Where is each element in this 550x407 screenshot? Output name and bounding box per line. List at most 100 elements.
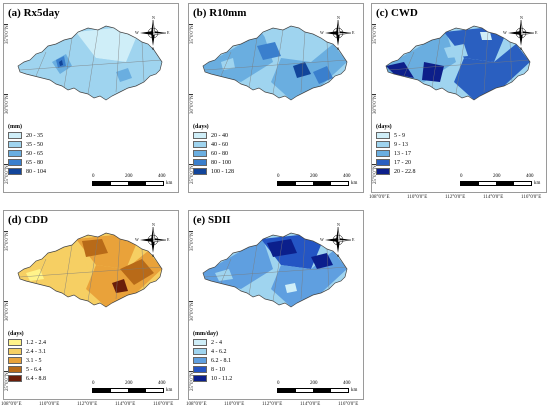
legend-item: 2.4 - 3.1 bbox=[8, 347, 46, 356]
compass-e-label: E bbox=[352, 30, 355, 35]
legend-swatch bbox=[376, 132, 390, 139]
longitude-label: 112°0'0"E bbox=[445, 195, 466, 200]
province-map bbox=[17, 25, 163, 101]
scale-bar: 0 200 400 km bbox=[277, 174, 357, 186]
scale-bar: 0 200 400 km bbox=[92, 174, 172, 186]
longitude-label: 114°0'0"E bbox=[483, 195, 504, 200]
scale-label: 0 bbox=[460, 174, 463, 179]
panel-r10mm: (b) R10mm N S E W (days) 20 - 40 40 - 60 60 - 8… bbox=[188, 3, 364, 193]
map-legend: (mm/day) 2 - 4 4 - 6.2 6.2 - 8.1 8 - 10 10 - … bbox=[193, 331, 232, 383]
legend-swatch bbox=[193, 150, 207, 157]
province-outline bbox=[17, 232, 163, 308]
north-arrow-icon: N S E W bbox=[320, 15, 355, 51]
legend-item: 35 - 50 bbox=[8, 140, 46, 149]
legend-label: 100 - 128 bbox=[211, 168, 234, 175]
scale-label: 200 bbox=[125, 174, 133, 179]
scale-label: 200 bbox=[493, 174, 501, 179]
legend-item: 65 - 80 bbox=[8, 158, 46, 167]
compass-w-label: W bbox=[320, 237, 324, 242]
legend-label: 13 - 17 bbox=[394, 150, 411, 157]
legend-item: 80 - 104 bbox=[8, 167, 46, 176]
map-region bbox=[76, 28, 136, 62]
north-arrow-icon: N S E W bbox=[135, 222, 170, 258]
latitude-label: 35°0'0"N bbox=[373, 25, 378, 44]
compass-s-label: S bbox=[520, 46, 523, 51]
scale-unit: km bbox=[351, 181, 358, 186]
north-arrow-icon: N S E W bbox=[135, 15, 170, 51]
map-region bbox=[203, 32, 273, 82]
compass-e-label: E bbox=[167, 30, 170, 35]
legend-swatch bbox=[8, 159, 22, 166]
legend-label: 35 - 50 bbox=[26, 141, 43, 148]
longitude-label: 110°0'0"E bbox=[407, 195, 428, 200]
compass-w-label: W bbox=[135, 237, 139, 242]
legend-label: 60 - 80 bbox=[211, 150, 228, 157]
legend-item: 9 - 13 bbox=[376, 140, 416, 149]
compass-e-label: E bbox=[167, 237, 170, 242]
legend-unit: (days) bbox=[193, 124, 209, 130]
compass-w-label: W bbox=[320, 30, 324, 35]
legend-swatch bbox=[376, 168, 390, 175]
legend-unit: (days) bbox=[376, 124, 392, 130]
longitude-label: 116°0'0"E bbox=[521, 195, 542, 200]
scale-label: 200 bbox=[125, 381, 133, 386]
longitude-label: 108°0'0"E bbox=[369, 195, 390, 200]
panel-title: (b) R10mm bbox=[193, 7, 247, 19]
scale-label: 0 bbox=[277, 174, 280, 179]
legend-label: 80 - 100 bbox=[211, 159, 231, 166]
longitude-label: 110°0'0"E bbox=[224, 402, 245, 407]
legend-label: 20 - 35 bbox=[26, 132, 43, 139]
legend-label: 20 - 40 bbox=[211, 132, 228, 139]
province-map bbox=[17, 232, 163, 308]
legend-item: 2 - 4 bbox=[193, 338, 232, 347]
compass-s-label: S bbox=[152, 253, 155, 258]
compass-n-label: N bbox=[520, 15, 523, 20]
latitude-label: 30°0'0"N bbox=[190, 95, 195, 114]
map-region bbox=[221, 58, 235, 70]
legend-swatch bbox=[193, 339, 207, 346]
panel-rx5day: (a) Rx5day N S E W (mm) 20 - 35 35 - 50 50 - 65… bbox=[3, 3, 179, 193]
longitude-label: 114°0'0"E bbox=[115, 402, 136, 407]
legend-swatch bbox=[8, 141, 22, 148]
legend-label: 5 - 6.4 bbox=[26, 366, 42, 373]
legend-swatch bbox=[193, 159, 207, 166]
map-region bbox=[313, 66, 333, 84]
legend-label: 20 - 22.8 bbox=[394, 168, 416, 175]
legend-item: 100 - 128 bbox=[193, 167, 234, 176]
province-outline bbox=[202, 25, 348, 101]
scale-label: 400 bbox=[158, 174, 166, 179]
north-arrow-icon: N S E W bbox=[503, 15, 537, 51]
compass-w-label: W bbox=[503, 30, 507, 35]
legend-label: 2.4 - 3.1 bbox=[26, 348, 46, 355]
legend-item: 40 - 60 bbox=[193, 140, 234, 149]
legend-swatch bbox=[8, 375, 22, 382]
legend-item: 6.2 - 8.1 bbox=[193, 356, 232, 365]
legend-label: 9 - 13 bbox=[394, 141, 408, 148]
legend-item: 20 - 40 bbox=[193, 131, 234, 140]
scale-bar: 0 200 400 km bbox=[92, 381, 172, 393]
panel-title: (e) SDII bbox=[193, 214, 231, 226]
legend-item: 60 - 80 bbox=[193, 149, 234, 158]
map-region bbox=[267, 239, 297, 257]
legend-swatch bbox=[193, 375, 207, 382]
compass-s-label: S bbox=[337, 253, 340, 258]
legend-label: 17 - 20 bbox=[394, 159, 411, 166]
panel-cwd: (c) CWD N S E W (days) 5 - 9 9 - 13 13 - 17 17 -… bbox=[371, 3, 547, 193]
map-region bbox=[112, 279, 128, 293]
legend-item: 3.1 - 5 bbox=[8, 356, 46, 365]
legend-item: 50 - 65 bbox=[8, 149, 46, 158]
map-region bbox=[26, 269, 44, 281]
legend-swatch bbox=[193, 168, 207, 175]
scale-label: 400 bbox=[526, 174, 534, 179]
map-region bbox=[120, 259, 154, 285]
panel-sdii: (e) SDII N S E W (mm/day) 2 - 4 4 - 6.2 6.2 - 8… bbox=[188, 210, 364, 400]
latitude-label: 30°0'0"N bbox=[5, 302, 10, 321]
legend-swatch bbox=[8, 150, 22, 157]
map-region bbox=[257, 42, 281, 60]
compass-s-label: S bbox=[337, 46, 340, 51]
compass-e-label: E bbox=[352, 237, 355, 242]
legend-label: 3.1 - 5 bbox=[26, 357, 42, 364]
province-map bbox=[202, 232, 348, 308]
legend-swatch bbox=[8, 168, 22, 175]
legend-label: 2 - 4 bbox=[211, 339, 222, 346]
